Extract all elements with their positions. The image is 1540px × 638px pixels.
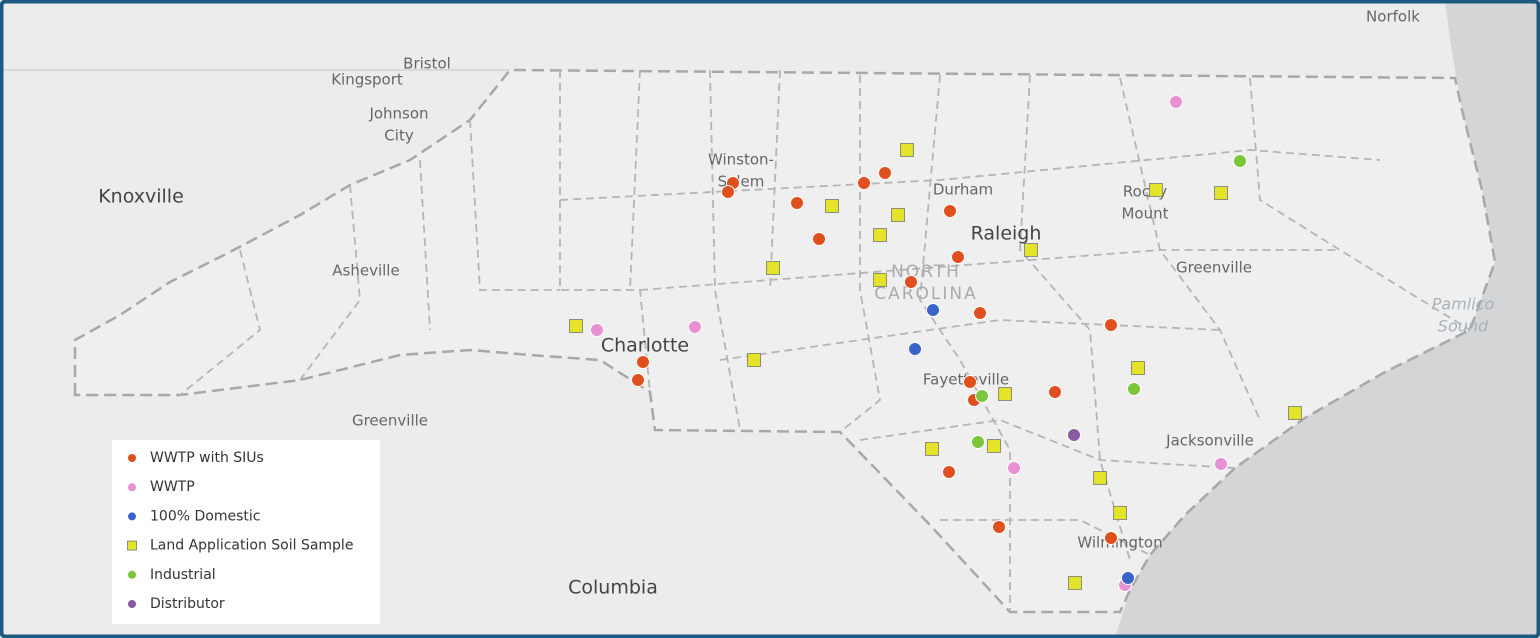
legend-label: Distributor bbox=[150, 596, 225, 612]
site-marker bbox=[688, 320, 702, 334]
site-marker bbox=[973, 306, 987, 320]
site-marker bbox=[891, 208, 905, 222]
place-label: Pamlico bbox=[1432, 295, 1495, 314]
site-marker bbox=[925, 442, 939, 456]
place-label: Durham bbox=[933, 181, 993, 199]
place-label: Charlotte bbox=[601, 335, 689, 357]
site-marker bbox=[1131, 361, 1145, 375]
site-marker bbox=[1068, 576, 1082, 590]
site-marker bbox=[721, 185, 735, 199]
legend-swatch bbox=[127, 599, 137, 609]
place-label: Norfolk bbox=[1366, 8, 1420, 26]
site-marker bbox=[766, 261, 780, 275]
site-marker bbox=[569, 319, 583, 333]
site-marker bbox=[631, 373, 645, 387]
place-label: CAROLINA bbox=[874, 284, 978, 304]
site-marker bbox=[1169, 95, 1183, 109]
state-outline bbox=[73, 68, 1497, 614]
site-marker bbox=[998, 387, 1012, 401]
site-marker bbox=[943, 204, 957, 218]
site-marker bbox=[1113, 506, 1127, 520]
site-marker bbox=[1067, 428, 1081, 442]
site-marker bbox=[1149, 183, 1163, 197]
site-marker bbox=[1093, 471, 1107, 485]
place-label: Sound bbox=[1438, 317, 1489, 336]
site-marker bbox=[1104, 531, 1118, 545]
place-label: Winston- bbox=[708, 151, 774, 169]
legend-swatch bbox=[127, 540, 137, 551]
legend-label: 100% Domestic bbox=[150, 508, 260, 524]
site-marker bbox=[1007, 461, 1021, 475]
site-marker bbox=[987, 439, 1001, 453]
region-border bbox=[0, 69, 1540, 79]
site-marker bbox=[926, 303, 940, 317]
county-lines bbox=[179, 69, 1471, 612]
legend-label: WWTP bbox=[150, 479, 195, 495]
place-label: Columbia bbox=[568, 577, 658, 599]
site-marker bbox=[1048, 385, 1062, 399]
legend-label: Industrial bbox=[150, 567, 216, 583]
place-label: Kingsport bbox=[331, 71, 403, 89]
place-label: Greenville bbox=[1176, 259, 1252, 277]
site-marker bbox=[971, 435, 985, 449]
place-label: Jacksonville bbox=[1165, 432, 1254, 450]
legend-swatch bbox=[127, 511, 137, 522]
place-label: Wilmington bbox=[1077, 534, 1162, 552]
site-marker bbox=[942, 465, 956, 479]
site-marker bbox=[992, 520, 1006, 534]
place-label: Greenville bbox=[352, 412, 428, 430]
place-label: Bristol bbox=[403, 55, 451, 73]
site-marker bbox=[878, 166, 892, 180]
site-marker bbox=[636, 355, 650, 369]
place-label: Asheville bbox=[332, 262, 399, 280]
legend-swatch bbox=[127, 453, 137, 463]
site-marker bbox=[873, 228, 887, 242]
legend-label: WWTP with SIUs bbox=[150, 450, 264, 466]
site-marker bbox=[904, 275, 918, 289]
site-marker bbox=[908, 342, 922, 356]
ocean bbox=[1115, 0, 1540, 638]
site-marker bbox=[963, 375, 977, 389]
site-marker bbox=[1024, 243, 1038, 257]
site-marker bbox=[1233, 154, 1247, 168]
site-marker bbox=[790, 196, 804, 210]
site-marker bbox=[951, 250, 965, 264]
site-marker bbox=[1121, 571, 1135, 585]
place-label: NORTH bbox=[891, 262, 961, 282]
site-marker bbox=[873, 273, 887, 287]
site-marker bbox=[1288, 406, 1302, 420]
site-marker bbox=[900, 143, 914, 157]
legend-swatch bbox=[127, 482, 137, 493]
site-marker bbox=[1127, 382, 1141, 396]
site-marker bbox=[812, 232, 826, 246]
site-marker bbox=[747, 353, 761, 367]
site-marker bbox=[857, 176, 871, 190]
legend-swatch bbox=[127, 569, 137, 580]
legend-box bbox=[112, 440, 380, 624]
site-marker bbox=[825, 199, 839, 213]
place-label: Johnson bbox=[368, 105, 428, 123]
site-marker bbox=[590, 323, 604, 337]
site-marker bbox=[1104, 318, 1118, 332]
place-label: Raleigh bbox=[971, 223, 1042, 245]
place-label: Mount bbox=[1121, 205, 1168, 223]
site-marker bbox=[1214, 186, 1228, 200]
legend-label: Land Application Soil Sample bbox=[150, 538, 353, 554]
place-label: Knoxville bbox=[98, 186, 184, 208]
place-label: City bbox=[384, 127, 414, 145]
site-marker bbox=[1214, 457, 1228, 471]
site-marker bbox=[975, 389, 989, 403]
